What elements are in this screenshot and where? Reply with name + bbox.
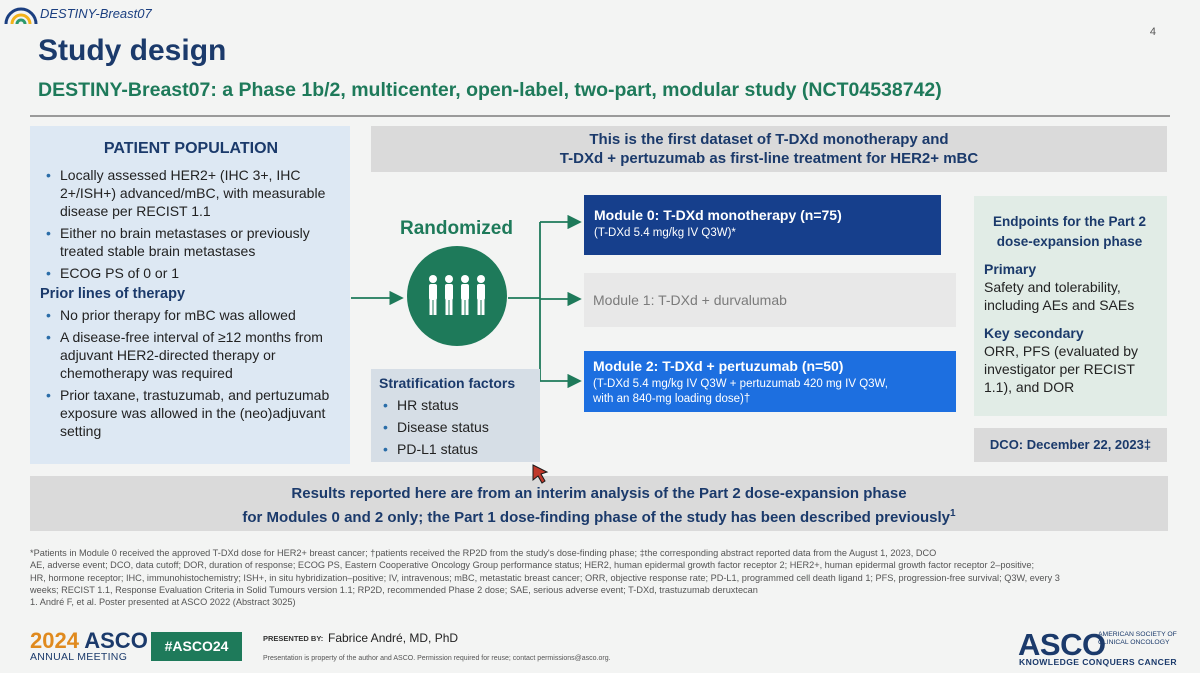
page-subtitle: DESTINY-Breast07: a Phase 1b/2, multicen… — [38, 79, 942, 101]
annual-meeting-label: ANNUAL MEETING — [30, 651, 128, 663]
endpoints-heading-line-1: Endpoints for the Part 2 — [992, 214, 1146, 229]
presented-by-label: PRESENTED BY: — [263, 634, 324, 643]
results-note-box: Results reported here are from an interi… — [30, 476, 1168, 531]
banner-line-2: T-DXd + pertuzumab as first-line treatme… — [559, 150, 979, 167]
mouse-cursor-icon — [532, 464, 549, 484]
page-number: 4 — [1149, 26, 1156, 38]
module-1-box: Module 1: T-DXd + durvalumab — [584, 273, 956, 327]
property-notice: Presentation is property of the author a… — [263, 655, 611, 662]
society-line-1: AMERICAN SOCIETY OF — [1098, 631, 1177, 638]
footnote-line: HR, hormone receptor; IHC, immunohistoch… — [30, 572, 1060, 583]
endpoints-heading-line-2: dose-expansion phase — [996, 234, 1143, 249]
module-2-desc-line-1: (T-DXd 5.4 mg/kg IV Q3W + pertuzumab 420… — [593, 378, 888, 390]
module-0-box: Module 0: T-DXd monotherapy (n=75) (T-DX… — [584, 195, 941, 255]
module-0-desc: (T-DXd 5.4 mg/kg IV Q3W)* — [594, 227, 736, 239]
primary-endpoint-label: Primary — [984, 261, 1037, 277]
presenter-name: Fabrice André, MD, PhD — [328, 631, 459, 645]
module-0-title: Module 0: T-DXd monotherapy (n=75) — [594, 207, 842, 223]
footnote-line: weeks; RECIST 1.1, Response Evaluation C… — [30, 584, 758, 595]
prior-therapy-heading: Prior lines of therapy — [40, 286, 186, 302]
society-line-2: CLINICAL ONCOLOGY — [1098, 639, 1170, 646]
module-2-desc-line-2: with an 840-mg loading dose)† — [593, 393, 751, 405]
first-dataset-banner: This is the first dataset of T-DXd monot… — [371, 126, 1167, 172]
banner-line-1: This is the first dataset of T-DXd monot… — [589, 131, 949, 148]
hashtag-badge: #ASCO24 — [151, 632, 242, 661]
results-line-2: for Modules 0 and 2 only; the Part 1 dos… — [30, 504, 1168, 528]
prior-therapy-list: No prior therapy for mBC was allowed A d… — [40, 306, 342, 440]
footnote-line: AE, adverse event; DCO, data cutoff; DOR… — [30, 560, 1035, 571]
page-title: Study design — [38, 34, 227, 67]
patient-population-box: PATIENT POPULATION Locally assessed HER2… — [30, 126, 350, 464]
list-item: Either no brain metastases or previously… — [40, 224, 342, 260]
asco-meeting-logo: 2024 ASCO — [30, 628, 148, 654]
list-item: Prior taxane, trastuzumab, and pertuzuma… — [40, 386, 342, 440]
secondary-endpoint-text: ORR, PFS (evaluated by investigator per … — [984, 343, 1139, 395]
endpoints-heading: Endpoints for the Part 2 dose-expansion … — [984, 212, 1155, 252]
results-reference: 1 — [950, 508, 956, 519]
list-item: A disease-free interval of ≥12 months fr… — [40, 328, 342, 382]
asco-logo: ASCO — [1018, 627, 1106, 662]
randomized-circle — [407, 246, 507, 346]
stratification-list: HR status Disease status PD-L1 status — [379, 394, 532, 460]
primary-endpoint-text: Safety and tolerability, including AEs a… — [984, 279, 1135, 313]
list-item: Locally assessed HER2+ (IHC 3+, IHC 2+/I… — [40, 166, 342, 220]
footnote-line: 1. André F, et al. Poster presented at A… — [30, 597, 296, 608]
stratification-heading: Stratification factors — [379, 375, 516, 391]
meeting-year: 2024 — [30, 628, 79, 653]
randomized-label: Randomized — [400, 218, 513, 239]
list-item: HR status — [379, 394, 532, 416]
secondary-endpoint-label: Key secondary — [984, 325, 1084, 341]
module-1-title: Module 1: T-DXd + durvalumab — [593, 292, 787, 308]
destiny-logo-icon — [4, 7, 38, 25]
asco-tagline: KNOWLEDGE CONQUERS CANCER — [1019, 657, 1178, 667]
endpoints-box: Endpoints for the Part 2 dose-expansion … — [974, 196, 1167, 416]
dco-box: DCO: December 22, 2023‡ — [974, 428, 1167, 462]
list-item: No prior therapy for mBC was allowed — [40, 306, 342, 324]
module-2-box: Module 2: T-DXd + pertuzumab (n=50) (T-D… — [584, 351, 956, 412]
brand-title: DESTINY-Breast07 — [40, 6, 152, 21]
list-item: ECOG PS of 0 or 1 — [40, 264, 342, 282]
results-line-2-text: for Modules 0 and 2 only; the Part 1 dos… — [242, 509, 951, 526]
results-line-1: Results reported here are from an interi… — [291, 485, 907, 502]
title-divider — [30, 115, 1170, 117]
society-name: AMERICAN SOCIETY OF CLINICAL ONCOLOGY — [1098, 631, 1178, 647]
patient-population-heading: PATIENT POPULATION — [103, 140, 279, 157]
meeting-asco: ASCO — [84, 628, 148, 653]
patient-criteria-list: Locally assessed HER2+ (IHC 3+, IHC 2+/I… — [40, 166, 342, 282]
list-item: PD-L1 status — [379, 438, 532, 460]
people-group-icon — [429, 275, 485, 315]
module-2-title: Module 2: T-DXd + pertuzumab (n=50) — [593, 358, 844, 374]
footnotes: *Patients in Module 0 received the appro… — [30, 547, 1170, 608]
list-item: Disease status — [379, 416, 532, 438]
stratification-box: Stratification factors HR status Disease… — [371, 369, 540, 462]
footnote-line: *Patients in Module 0 received the appro… — [30, 548, 937, 558]
